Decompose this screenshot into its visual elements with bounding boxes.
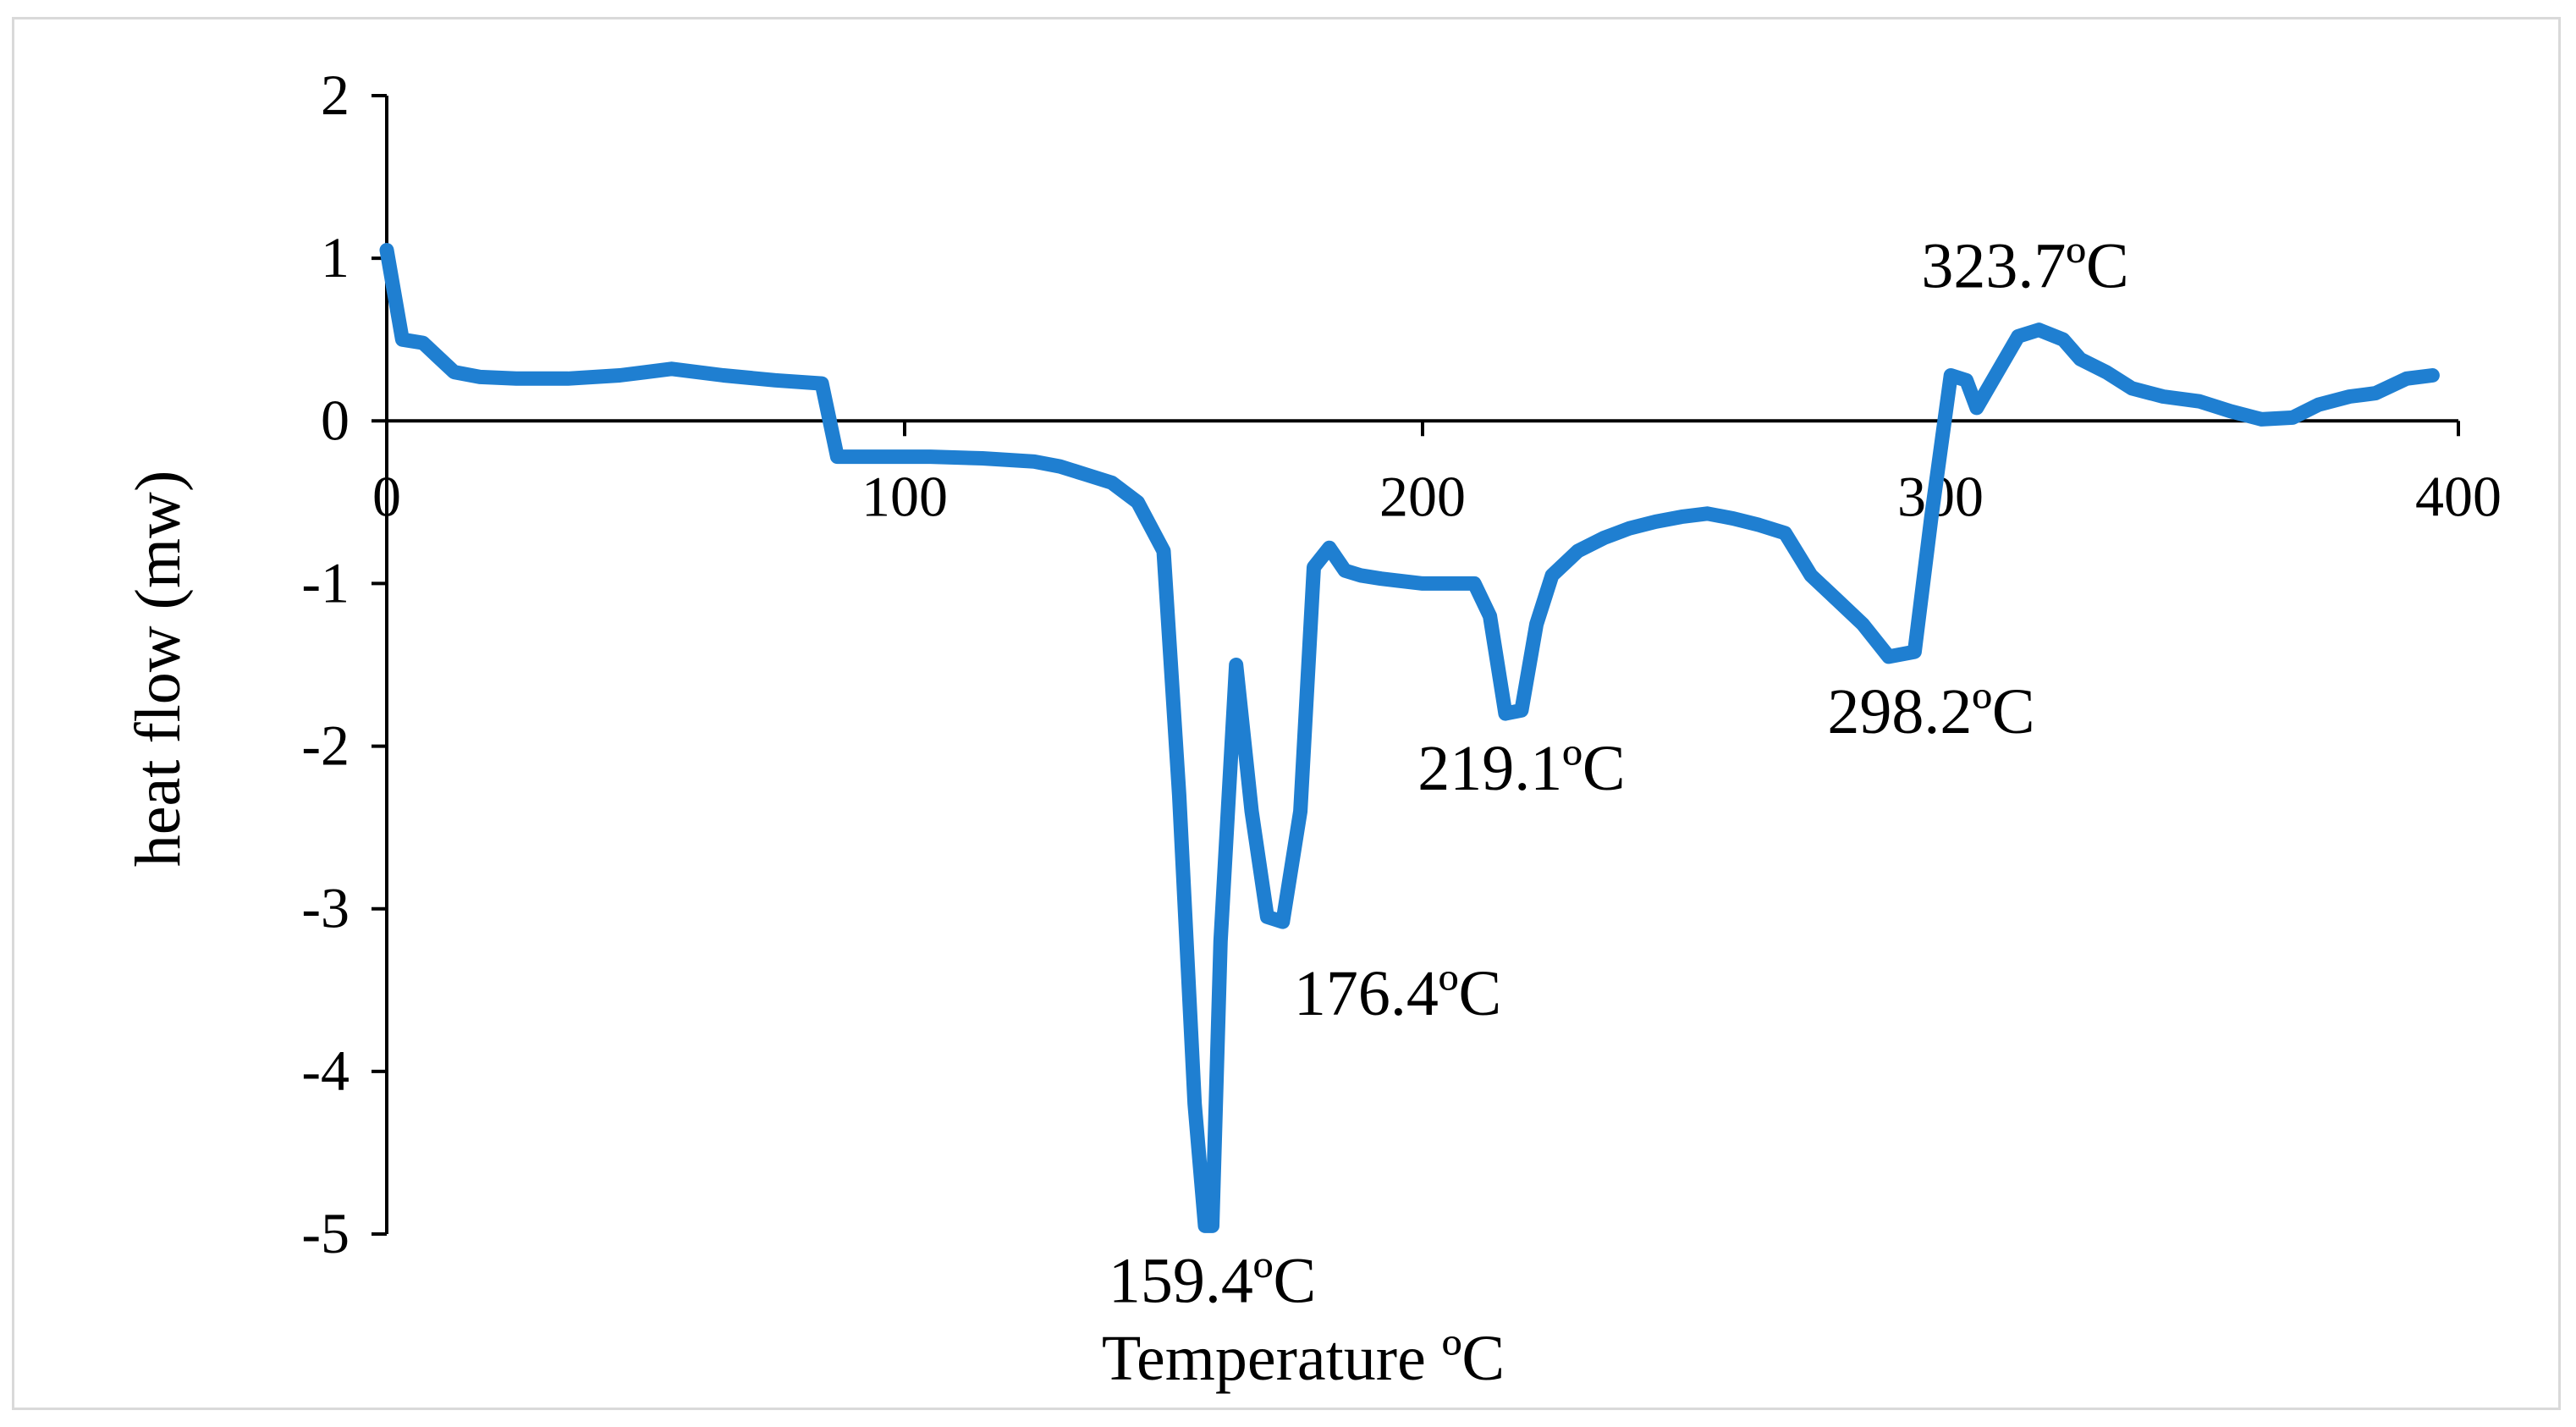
- x-tick-label: 0: [372, 464, 401, 528]
- x-axis-label: Temperature ºC: [1102, 1323, 1505, 1394]
- y-tick-labels: 2 1 0 -1 -2 -3 -4 -5: [301, 63, 350, 1265]
- peak-annotation: 219.1ºC: [1417, 733, 1625, 804]
- chart-frame: [12, 17, 2561, 1410]
- y-tick-label: 1: [321, 225, 350, 289]
- axes: [372, 94, 2460, 1236]
- series-layer: [379, 243, 2440, 1233]
- y-tick-label: -3: [301, 876, 350, 940]
- x-tick-label: 200: [1379, 464, 1466, 528]
- peak-annotation: 176.4ºC: [1294, 958, 1501, 1029]
- y-tick-label: -1: [301, 550, 350, 614]
- peak-annotation: 159.4ºC: [1109, 1245, 1316, 1316]
- x-tick-label: 400: [2415, 464, 2502, 528]
- peak-annotation: 323.7ºC: [1921, 231, 2128, 302]
- y-tick-label: -4: [301, 1039, 350, 1103]
- peak-annotation: 298.2ºC: [1827, 676, 2034, 747]
- x-tick-label: 100: [861, 464, 948, 528]
- annotations-layer: 159.4ºC 176.4ºC 219.1ºC 298.2ºC 323.7ºC: [1109, 231, 2129, 1317]
- y-axis-label: heat flow (mw): [123, 471, 194, 868]
- y-tick-label: -5: [301, 1201, 350, 1265]
- series-line-0: [379, 243, 2440, 1233]
- y-tick-label: 0: [321, 388, 350, 452]
- x-tick-labels: 0 100 200 300 400: [372, 464, 2502, 528]
- y-tick-label: -2: [301, 714, 350, 778]
- y-tick-label: 2: [321, 63, 350, 127]
